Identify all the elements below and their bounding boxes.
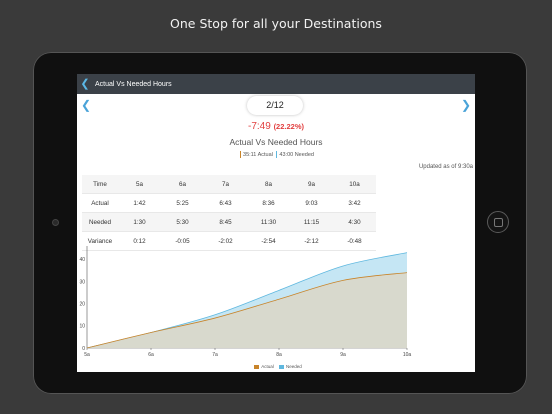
table-cell: 11:30 [247, 212, 290, 232]
y-tick-label: 20 [79, 301, 85, 307]
table-cell: 8:45 [204, 212, 247, 232]
x-tick-label: 5a [84, 352, 90, 358]
needed-swatch [276, 151, 278, 158]
prev-chevron-left-icon[interactable]: ❮ [81, 98, 92, 112]
table-header: 9a [290, 175, 333, 194]
legend-label-actual: Actual [261, 364, 274, 369]
x-tick-label: 6a [148, 352, 154, 358]
table-cell: 11:15 [290, 212, 333, 232]
series-line-actual [86, 272, 408, 349]
table-row: Actual 1:42 5:25 6:43 8:36 9:03 3:42 [82, 193, 376, 213]
table-row: Needed 1:30 5:30 8:45 11:30 11:15 4:30 [82, 212, 376, 232]
table-cell: -2:02 [204, 231, 247, 251]
table-cell: -0:05 [161, 231, 204, 251]
table-cell: -2:12 [290, 231, 333, 251]
table-cell: 6:43 [204, 193, 247, 213]
table-cell: 3:42 [333, 193, 376, 213]
legend-swatch-needed [279, 364, 284, 369]
variance-time: -7:49 [247, 121, 271, 132]
tagline: One Stop for all your Destinations [170, 16, 382, 31]
variance-percent: (22.22%) [273, 122, 304, 131]
table-cell: 1:30 [118, 212, 161, 232]
table-cell: 9:03 [290, 193, 333, 213]
actual-swatch [240, 151, 242, 158]
y-tick-label: 40 [79, 257, 85, 263]
app-screen: ❮ Actual Vs Needed Hours ❮ ❯ 2/12 -7:49 … [77, 74, 475, 372]
variance-summary: -7:49 (22.22%) [77, 121, 475, 132]
table-cell: -2:54 [247, 231, 290, 251]
next-chevron-right-icon[interactable]: ❯ [460, 98, 471, 112]
table-header: 5a [118, 175, 161, 194]
table-cell: 0:12 [118, 231, 161, 251]
updated-timestamp: Updated as of 9:30a [418, 164, 473, 170]
nav-title: Actual Vs Needed Hours [95, 80, 172, 88]
y-tick-label: 30 [79, 279, 85, 285]
table-header: 8a [247, 175, 290, 194]
summary-actual: 35:11 Actual [243, 151, 273, 158]
table-cell: Needed [82, 212, 118, 232]
chart-legend: Actual Needed [77, 364, 475, 369]
table-cell: 1:42 [118, 193, 161, 213]
x-tick-label: 8a [276, 352, 282, 358]
table-cell: 4:30 [333, 212, 376, 232]
nav-bar: ❮ Actual Vs Needed Hours [77, 74, 475, 94]
legend-swatch-actual [254, 364, 260, 369]
table-cell: 5:25 [161, 193, 204, 213]
table-header-row: Time 5a 6a 7a 8a 9a 10a [82, 175, 376, 194]
summary-needed: 43:00 Needed [279, 151, 314, 158]
home-button[interactable] [487, 211, 509, 233]
page-indicator: 2/12 [247, 96, 303, 115]
camera-icon [52, 219, 59, 226]
hours-area-chart: 0 10 20 30 40 5a 6a 7a 8a 9a 10a [79, 246, 412, 358]
legend-label-needed: Needed [286, 364, 302, 369]
table-cell: 8:36 [247, 193, 290, 213]
x-tick-label: 7a [212, 352, 218, 358]
table-header: Time [82, 175, 118, 194]
table-header: 10a [333, 175, 376, 194]
chart-title: Actual Vs Needed Hours [229, 137, 323, 147]
x-tick-label: 10a [403, 352, 412, 358]
table-cell: -0:48 [333, 231, 376, 251]
table-cell: Variance [82, 231, 118, 251]
table-cell: Actual [82, 193, 118, 213]
hours-table: Time 5a 6a 7a 8a 9a 10a Actual 1:42 5:25… [82, 175, 376, 251]
back-chevron-left-icon[interactable]: ❮ [80, 78, 90, 90]
summary-legend: 35:11 Actual 43:00 Needed [77, 151, 475, 158]
table-cell: 5:30 [161, 212, 204, 232]
table-row: Variance 0:12 -0:05 -2:02 -2:54 -2:12 -0… [82, 231, 376, 251]
table-header: 7a [204, 175, 247, 194]
table-header: 6a [161, 175, 204, 194]
y-tick-label: 0 [82, 346, 85, 352]
y-tick-label: 10 [79, 324, 85, 330]
x-tick-label: 9a [340, 352, 346, 358]
